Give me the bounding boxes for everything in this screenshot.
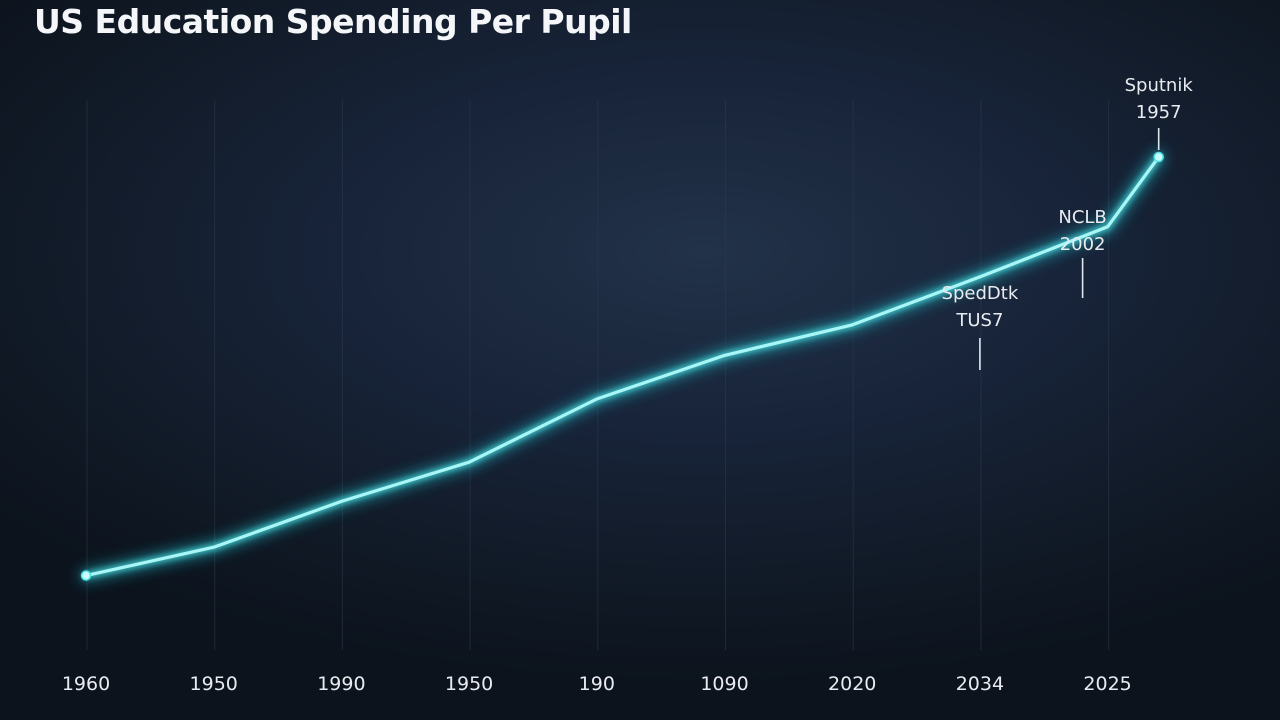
annotation-label: Sputnik (1125, 75, 1194, 96)
x-axis-ticks: 1960 1950 1990 1950 190 1090 2020 2034 2025 (62, 673, 1132, 695)
x-tick-label: 1950 (190, 673, 238, 695)
annotations: Sputnik 1957 NCLB 2002 SpedDtk TUS7 (942, 75, 1194, 370)
x-tick-label: 1960 (62, 673, 110, 695)
x-tick-label: 2025 (1083, 673, 1131, 695)
series-line-group (79, 150, 1166, 583)
data-point (80, 570, 92, 581)
annotation-year: TUS7 (955, 310, 1003, 331)
x-tick-label: 1950 (445, 673, 493, 695)
series-line (84, 155, 1161, 578)
annotation-label: NCLB (1058, 207, 1106, 228)
annotation: SpedDtk TUS7 (942, 283, 1019, 370)
annotation: NCLB 2002 (1058, 207, 1107, 298)
chart-title: US Education Spending Per Pupil (34, 2, 632, 41)
x-tick-label: 1090 (700, 673, 748, 695)
x-tick-label: 190 (579, 673, 615, 695)
gridlines (86, 100, 1110, 650)
x-tick-label: 1990 (317, 673, 365, 695)
x-tick-label: 2020 (828, 673, 876, 695)
annotation: Sputnik 1957 (1125, 75, 1194, 150)
series-line-glow (79, 150, 1166, 583)
annotation-label: SpedDtk (942, 283, 1019, 304)
data-point (1153, 151, 1164, 163)
annotation-year: 1957 (1136, 102, 1182, 123)
series-line-halo (82, 153, 1163, 580)
x-tick-label: 2034 (956, 673, 1004, 695)
annotation-year: 2002 (1060, 234, 1106, 255)
